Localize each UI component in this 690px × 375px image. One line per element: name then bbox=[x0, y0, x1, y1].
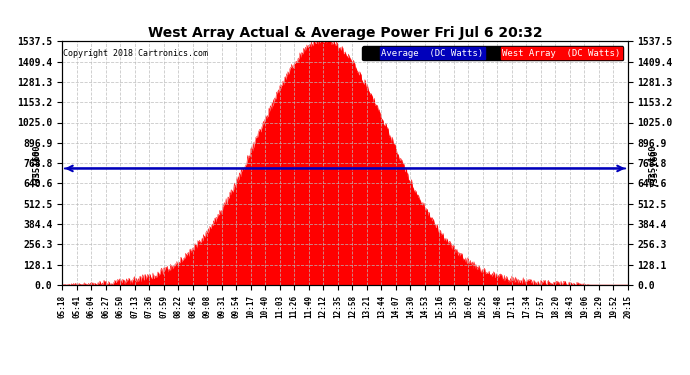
Text: 735.160: 735.160 bbox=[32, 144, 41, 182]
Text: 735.160: 735.160 bbox=[32, 150, 41, 187]
Text: Copyright 2018 Cartronics.com: Copyright 2018 Cartronics.com bbox=[63, 49, 208, 58]
Text: 735.160: 735.160 bbox=[651, 150, 660, 187]
Legend: Average  (DC Watts), West Array  (DC Watts): Average (DC Watts), West Array (DC Watts… bbox=[362, 46, 623, 60]
Title: West Array Actual & Average Power Fri Jul 6 20:32: West Array Actual & Average Power Fri Ju… bbox=[148, 26, 542, 40]
Text: 735.160: 735.160 bbox=[649, 144, 658, 182]
